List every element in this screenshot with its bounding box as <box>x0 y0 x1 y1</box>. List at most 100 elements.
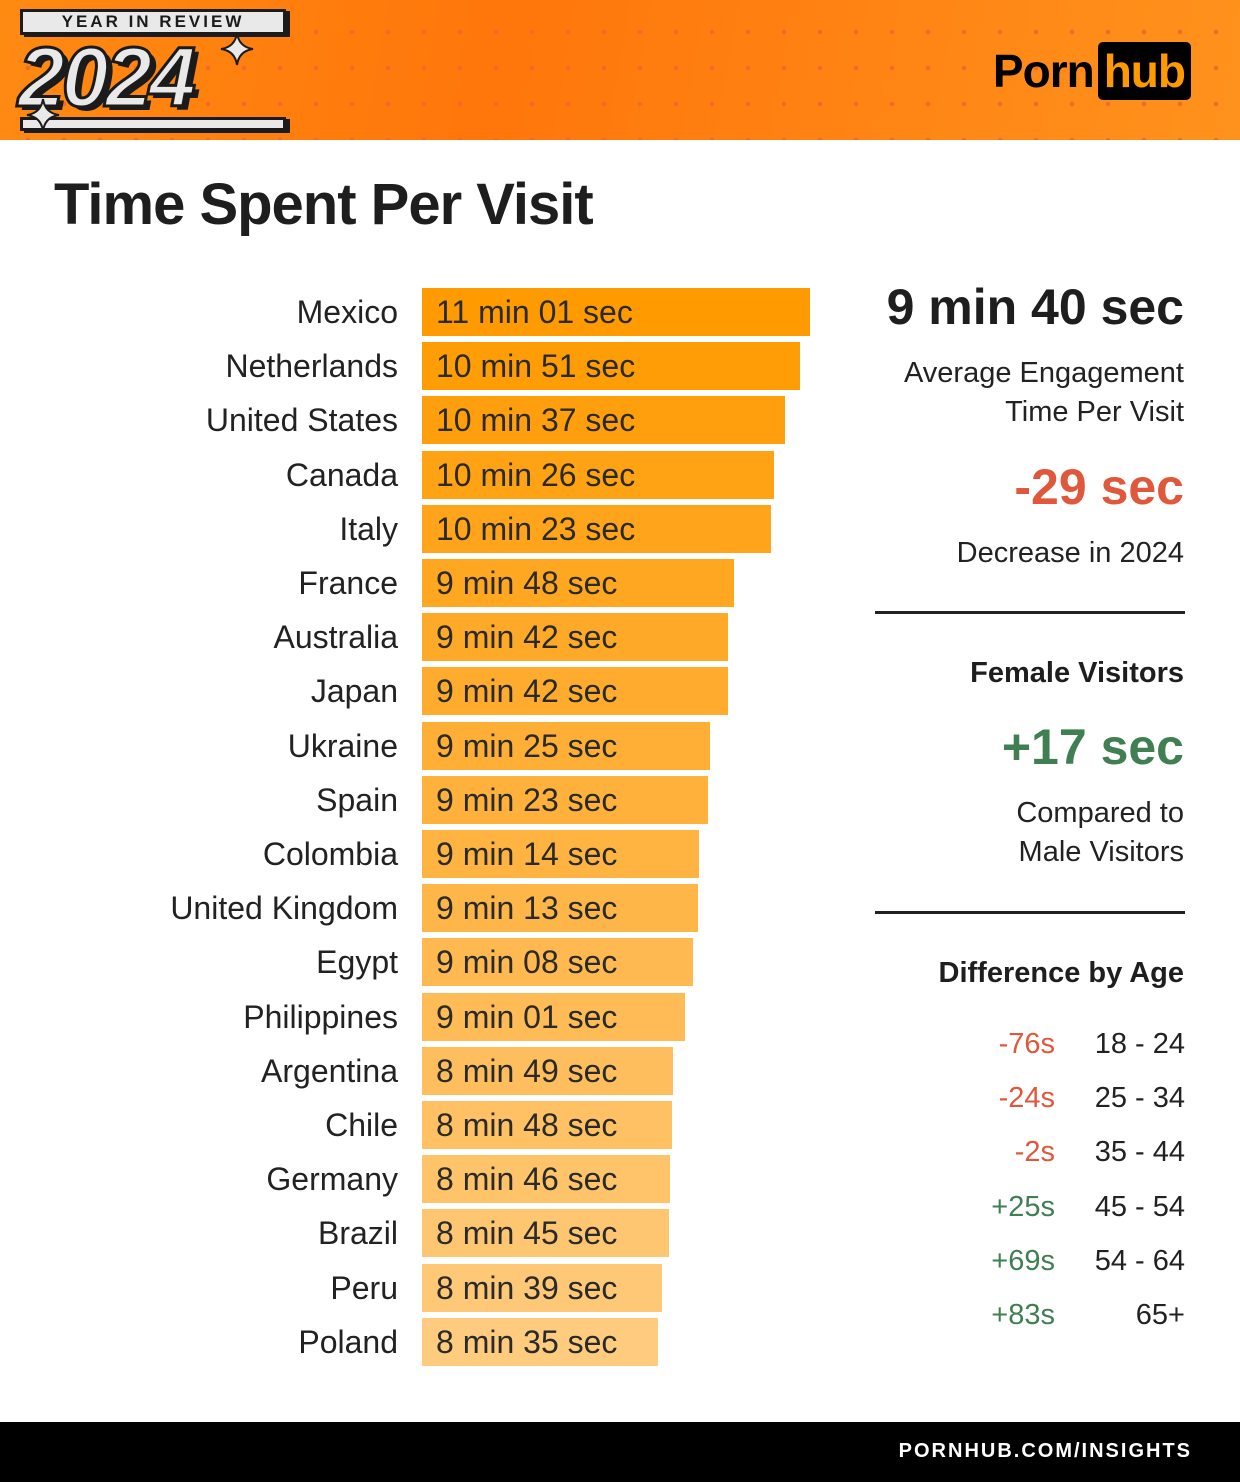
female-visitors-title: Female Visitors <box>970 657 1184 689</box>
bar <box>422 667 729 716</box>
female-label-1: Compared to <box>1016 797 1184 829</box>
bar-row: Australia 9 min 42 sec <box>0 613 820 662</box>
yearly-change: -29 sec <box>1014 459 1184 515</box>
header-banner: YEAR IN REVIEW 2024 Porn hub <box>0 0 1240 140</box>
age-row: -2s 35 - 44 <box>900 1132 1185 1172</box>
footer: PORNHUB.COM/INSIGHTS <box>0 1422 1240 1482</box>
badge-underline <box>20 117 286 131</box>
country-label: France <box>298 565 398 601</box>
country-label: Spain <box>316 781 398 818</box>
age-row: -76s 18 - 24 <box>900 1024 1185 1064</box>
bar-value-label: 11 min 01 sec <box>436 294 633 330</box>
bar-value-label: 10 min 37 sec <box>436 402 636 439</box>
bar-row: Spain 9 min 23 sec <box>0 775 820 824</box>
bar <box>422 1209 669 1258</box>
bar <box>422 938 693 987</box>
age-diff: -2s <box>1014 1136 1055 1169</box>
bar-value-label: 9 min 13 sec <box>436 890 618 927</box>
age-diff: +25s <box>991 1190 1055 1223</box>
age-row: -24s 25 - 34 <box>900 1078 1185 1118</box>
bar <box>422 830 699 878</box>
country-label: Australia <box>273 619 399 656</box>
country-label: Poland <box>298 1323 398 1360</box>
age-difference-title: Difference by Age <box>938 957 1185 989</box>
bar-value-label: 9 min 23 sec <box>436 781 618 818</box>
bar-row: Netherlands 10 min 51 sec <box>0 342 820 391</box>
bar-value-label: 10 min 26 sec <box>436 456 636 493</box>
page-title: Time Spent Per Visit <box>54 172 594 237</box>
bar-row: Ukraine 9 min 25 sec <box>0 721 820 770</box>
country-label: Chile <box>325 1107 398 1143</box>
divider <box>875 611 1185 614</box>
logo-badge: hub <box>1097 42 1191 100</box>
sparkle-icon <box>26 98 60 132</box>
bar-value-label: 9 min 42 sec <box>436 619 618 656</box>
bar <box>422 559 735 607</box>
bar <box>422 992 686 1041</box>
age-range: 45 - 54 <box>1094 1190 1185 1223</box>
bar-row: Egypt 9 min 08 sec <box>0 938 820 987</box>
bar-value-label: 10 min 51 sec <box>436 348 636 385</box>
year-in-review-badge: YEAR IN REVIEW <box>20 9 286 35</box>
bar <box>422 1155 670 1204</box>
country-label: Egypt <box>316 944 398 981</box>
bar <box>422 342 800 391</box>
bar-value-label: 8 min 35 sec <box>436 1323 618 1360</box>
bar-row: United Kingdom 9 min 13 sec <box>0 884 820 933</box>
bar-value-label: 8 min 45 sec <box>436 1215 618 1252</box>
country-label: Canada <box>285 456 398 493</box>
country-label: United Kingdom <box>170 890 398 927</box>
bar-row: Chile 8 min 48 sec <box>0 1101 820 1149</box>
bar-value-label: 8 min 49 sec <box>436 1052 618 1089</box>
bar-value-label: 8 min 46 sec <box>436 1161 618 1198</box>
bar-value-label: 9 min 42 sec <box>436 673 618 710</box>
country-label: Mexico <box>296 294 398 330</box>
average-time: 9 min 40 sec <box>886 279 1184 335</box>
bar-value-label: 10 min 23 sec <box>436 510 636 547</box>
bar-row: Mexico 11 min 01 sec <box>0 288 820 336</box>
bar <box>422 721 711 770</box>
country-label: Japan <box>310 673 398 710</box>
age-range: 65+ <box>1135 1299 1185 1331</box>
age-range: 25 - 34 <box>1094 1082 1185 1115</box>
bar-row: Italy 10 min 23 sec <box>0 504 820 553</box>
bar <box>422 288 811 336</box>
bar <box>422 1046 673 1095</box>
bar-value-label: 9 min 25 sec <box>436 727 618 764</box>
age-range: 54 - 64 <box>1094 1244 1185 1277</box>
country-label: Italy <box>339 510 398 547</box>
country-label: United States <box>205 402 398 439</box>
bar-row: Germany 8 min 46 sec <box>0 1155 820 1204</box>
average-label-2: Time Per Visit <box>1005 396 1184 428</box>
age-diff: +83s <box>991 1299 1055 1331</box>
country-label: Philippines <box>243 998 398 1035</box>
bar-row: Philippines 9 min 01 sec <box>0 992 820 1041</box>
logo-text: Porn <box>992 45 1095 97</box>
bar <box>422 450 774 499</box>
bar-row: Colombia 9 min 14 sec <box>0 830 820 878</box>
bar-row: Argentina 8 min 49 sec <box>0 1046 820 1095</box>
age-row: +69s 54 - 64 <box>900 1241 1185 1281</box>
country-label: Germany <box>266 1161 398 1198</box>
average-label-1: Average Engagement <box>903 357 1184 389</box>
bar-value-label: 8 min 48 sec <box>436 1107 618 1143</box>
age-range: 35 - 44 <box>1094 1136 1185 1169</box>
bar-value-label: 9 min 08 sec <box>436 944 618 981</box>
age-diff: -24s <box>998 1082 1055 1115</box>
female-change: +17 sec <box>1001 719 1184 775</box>
year-logo: 2024 <box>17 30 198 124</box>
bar-row: Peru 8 min 39 sec <box>0 1263 820 1312</box>
age-row: +83s 65+ <box>900 1295 1185 1335</box>
bar-value-label: 9 min 48 sec <box>436 565 618 601</box>
age-diff: -76s <box>998 1028 1055 1060</box>
footer-url: PORNHUB.COM/INSIGHTS <box>898 1440 1192 1462</box>
bar <box>422 1101 672 1149</box>
brand-logo: Porn hub <box>993 42 1191 100</box>
country-label: Peru <box>330 1269 398 1306</box>
bar-value-label: 9 min 14 sec <box>436 836 618 872</box>
bar-row: United States 10 min 37 sec <box>0 396 820 445</box>
bar <box>422 1263 663 1312</box>
bar <box>422 504 771 553</box>
country-label: Colombia <box>262 836 398 872</box>
country-label: Netherlands <box>225 348 398 385</box>
